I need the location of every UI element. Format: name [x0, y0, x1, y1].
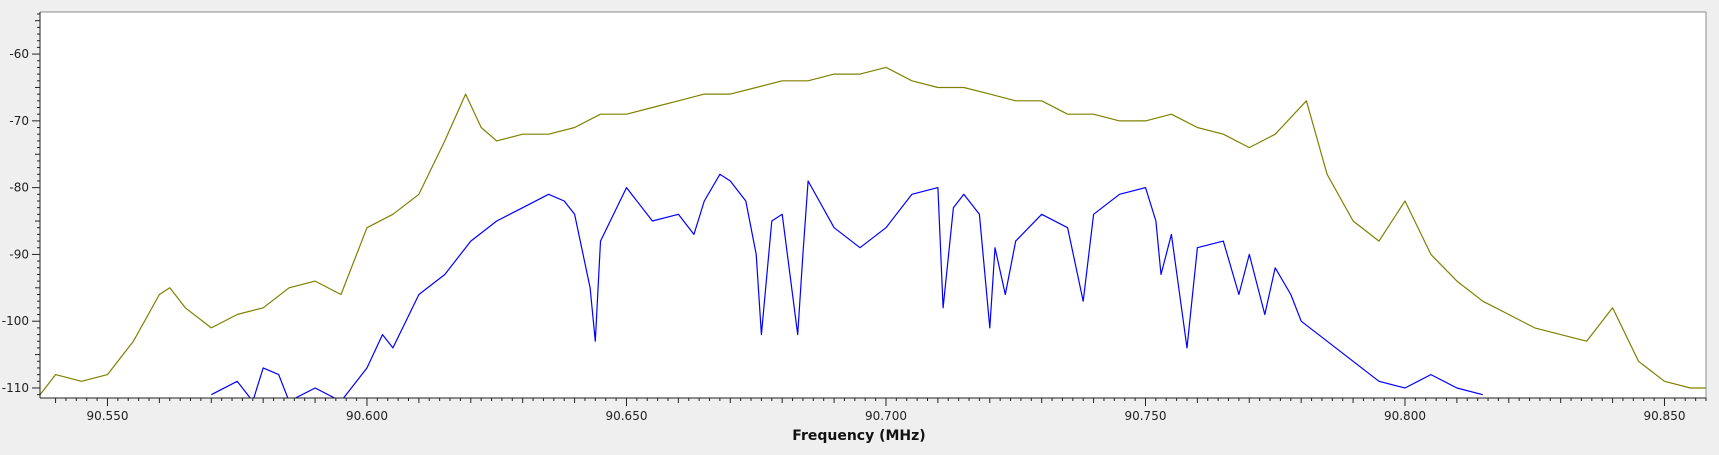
x-tick-label: 90.800 [1384, 409, 1426, 423]
series-line-1 [40, 66, 1706, 396]
x-tick-label: 90.650 [605, 409, 647, 423]
x-axis: 90.550 90.600 90.650 90.700 90.750 90.800 90.8… [55, 398, 1707, 423]
y-tick-label: -110 [2, 381, 29, 395]
y-tick-label: -80 [9, 181, 29, 195]
y-tick-label: -90 [9, 247, 29, 261]
y-tick-label: -60 [9, 47, 29, 61]
plot-frame [39, 11, 1707, 399]
series-line-2 [211, 173, 1483, 398]
x-tick-label: 90.600 [346, 409, 388, 423]
x-tick-label: 90.850 [1643, 409, 1685, 423]
x-axis-title: Frequency (MHz) [792, 428, 925, 444]
x-tick-label: 90.750 [1124, 409, 1166, 423]
x-tick-label: 90.550 [86, 409, 128, 423]
plot-canvas[interactable] [40, 12, 1706, 398]
series-layer [40, 66, 1706, 398]
y-axis: -110 -100 -90 -80 -70 -60 [2, 13, 40, 396]
y-tick-label: -70 [9, 114, 29, 128]
x-tick-label: 90.700 [865, 409, 907, 423]
y-tick-label: -100 [2, 314, 29, 328]
